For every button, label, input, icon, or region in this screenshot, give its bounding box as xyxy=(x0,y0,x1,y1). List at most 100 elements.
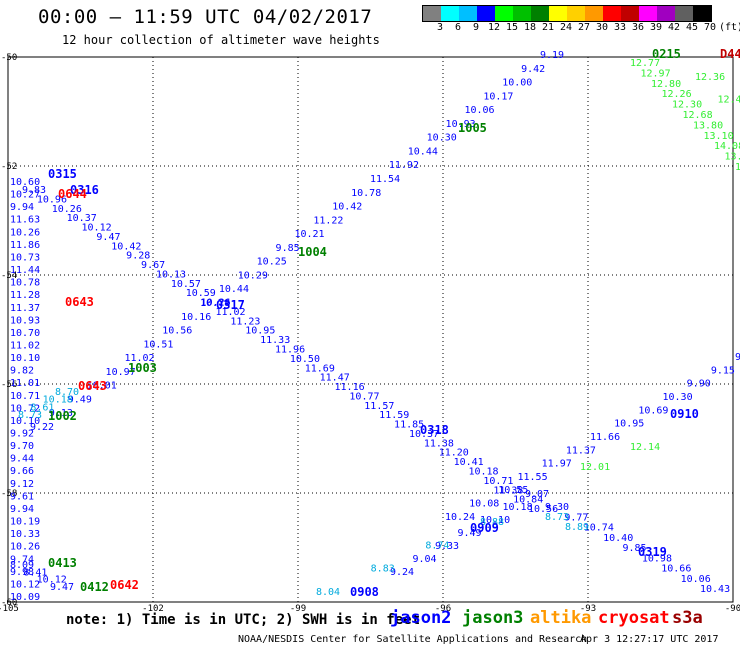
page-subtitle: 12 hour collection of altimeter wave hei… xyxy=(62,33,380,47)
lat-tick-label: -50 xyxy=(1,53,17,63)
swh-value: 10.10 xyxy=(10,416,40,427)
swh-value: 9.12 xyxy=(10,479,34,490)
swh-value: 12.36 xyxy=(695,72,725,83)
swh-value: 10.24 xyxy=(445,512,475,523)
swh-value: 10.44 xyxy=(408,146,438,157)
swh-value: 11.63 xyxy=(10,215,40,226)
swh-value: 12.14 xyxy=(630,442,660,453)
swh-value: 10.30 xyxy=(663,392,693,403)
scale-label: 3 xyxy=(436,22,444,33)
footer-timestamp: Apr 3 12:27:17 UTC 2017 xyxy=(580,634,719,645)
swh-value: 9.07 xyxy=(525,489,549,500)
swh-value: 9.67 xyxy=(141,260,165,271)
swh-value: 12.77 xyxy=(630,58,660,69)
swh-value: 10.06 xyxy=(464,105,494,116)
pass-time-label: 0909 xyxy=(470,521,499,535)
lat-tick-label: -58 xyxy=(1,489,17,499)
swh-value: 10.12 xyxy=(10,579,40,590)
scale-swatch xyxy=(423,6,441,21)
pass-time-label: 0319 xyxy=(638,545,667,559)
swh-value: 11.44 xyxy=(10,265,40,276)
swh-value: 8.41 xyxy=(23,567,47,578)
lat-tick-label: -52 xyxy=(1,162,17,172)
scale-swatch xyxy=(459,6,477,21)
swh-value: 10.09 xyxy=(10,592,40,603)
swh-value: 9.47 xyxy=(50,582,74,593)
scale-label: 30 xyxy=(595,22,609,33)
swh-value: 10.06 xyxy=(681,574,711,585)
scale-swatch xyxy=(621,6,639,21)
scale-swatch xyxy=(513,6,531,21)
swh-value: 12.68 xyxy=(683,110,713,121)
lon-tick-label: -99 xyxy=(290,604,306,614)
swh-value: 11.86 xyxy=(10,240,40,251)
swh-value: 10.26 xyxy=(201,298,231,309)
swh-value: 11.66 xyxy=(590,432,620,443)
swh-value: 10.33 xyxy=(10,529,40,540)
swh-value: 10.59 xyxy=(186,288,216,299)
swh-value: 10.70 xyxy=(10,328,40,339)
scale-labels: 3 6 9 12 15 18 21 24 27 30 33 36 39 42 45 70 xyxy=(422,22,734,34)
swh-value: 10.26 xyxy=(10,227,40,238)
swh-value: 11.02 xyxy=(215,307,245,318)
scale-label: 36 xyxy=(631,22,645,33)
swh-value: 10.00 xyxy=(502,78,532,89)
pass-time-label: 0412 xyxy=(80,580,109,594)
swh-value: 9.28 xyxy=(126,251,150,262)
legend-cryosat: cryosat xyxy=(598,608,670,628)
swh-value: 10.13 xyxy=(156,269,186,280)
swh-value: 11.20 xyxy=(439,448,469,459)
swh-value: 10.98 xyxy=(642,553,672,564)
swh-value: 10.95 xyxy=(245,326,275,337)
swh-value: 9.92 xyxy=(10,429,34,440)
pass-time-label: 0315 xyxy=(48,167,77,181)
swh-value: 10.12 xyxy=(37,575,67,586)
pass-time-label: 0215 xyxy=(652,47,681,61)
pass-time-label: 1002 xyxy=(48,409,77,423)
swh-value: 9.44 xyxy=(10,454,34,465)
swh-value: 10.95 xyxy=(614,419,644,430)
lon-tick-label: -105 xyxy=(0,604,19,614)
swh-value: 10.25 xyxy=(257,257,287,268)
swh-value: 12.30 xyxy=(672,100,702,111)
scale-label: 27 xyxy=(577,22,591,33)
swh-value: 8.74 xyxy=(425,540,449,551)
lat-tick-label: -60 xyxy=(1,598,17,608)
scale-label: 70 xyxy=(703,22,717,33)
swh-value: 8.09 xyxy=(10,560,34,571)
swh-value: 10.77 xyxy=(349,391,379,402)
note-text: note: 1) Time is in UTC; 2) SWH is in fe… xyxy=(66,612,421,628)
scale-label: 24 xyxy=(559,22,573,33)
swh-value: 11.37 xyxy=(10,303,40,314)
footer-credit: NOAA/NESDIS Center for Satellite Applica… xyxy=(238,634,588,645)
pass-time-label: 0642 xyxy=(110,578,139,592)
swh-value: 10.12 xyxy=(82,223,112,234)
scale-label: 15 xyxy=(505,22,519,33)
swh-value: 13.35 xyxy=(735,162,740,173)
scale-swatch xyxy=(477,6,495,21)
swh-value: 11.38 xyxy=(424,438,454,449)
swh-value: 9.19 xyxy=(540,50,564,61)
scale-swatch xyxy=(657,6,675,21)
swh-value: 9.22 xyxy=(30,422,54,433)
swh-value: 9.42 xyxy=(521,64,545,75)
swh-value: 10.18 xyxy=(43,395,73,406)
swh-value: 14.08 xyxy=(714,141,740,152)
swh-value: 9.85 xyxy=(623,543,647,554)
swh-value: 9.33 xyxy=(435,541,459,552)
swh-value: 10.29 xyxy=(238,270,268,281)
lon-tick-label: -102 xyxy=(142,604,164,614)
legend-altika: altika xyxy=(530,608,592,628)
lon-tick-label: -96 xyxy=(435,604,451,614)
swh-value: 13.20 xyxy=(725,152,740,163)
swh-value: 10.93 xyxy=(10,315,40,326)
pass-time-label: 0644 xyxy=(58,187,87,201)
swh-value: 8.88 xyxy=(480,517,504,528)
scale-unit: (ft) xyxy=(719,22,740,33)
swh-value: 8.89 xyxy=(565,522,589,533)
swh-value: 11.01 xyxy=(10,378,40,389)
swh-value: 8.70 xyxy=(55,387,79,398)
lon-tick-label: -93 xyxy=(580,604,596,614)
page-title: 00:00 – 11:59 UTC 04/02/2017 xyxy=(38,6,373,28)
pass-time-label: 0317 xyxy=(216,298,245,312)
